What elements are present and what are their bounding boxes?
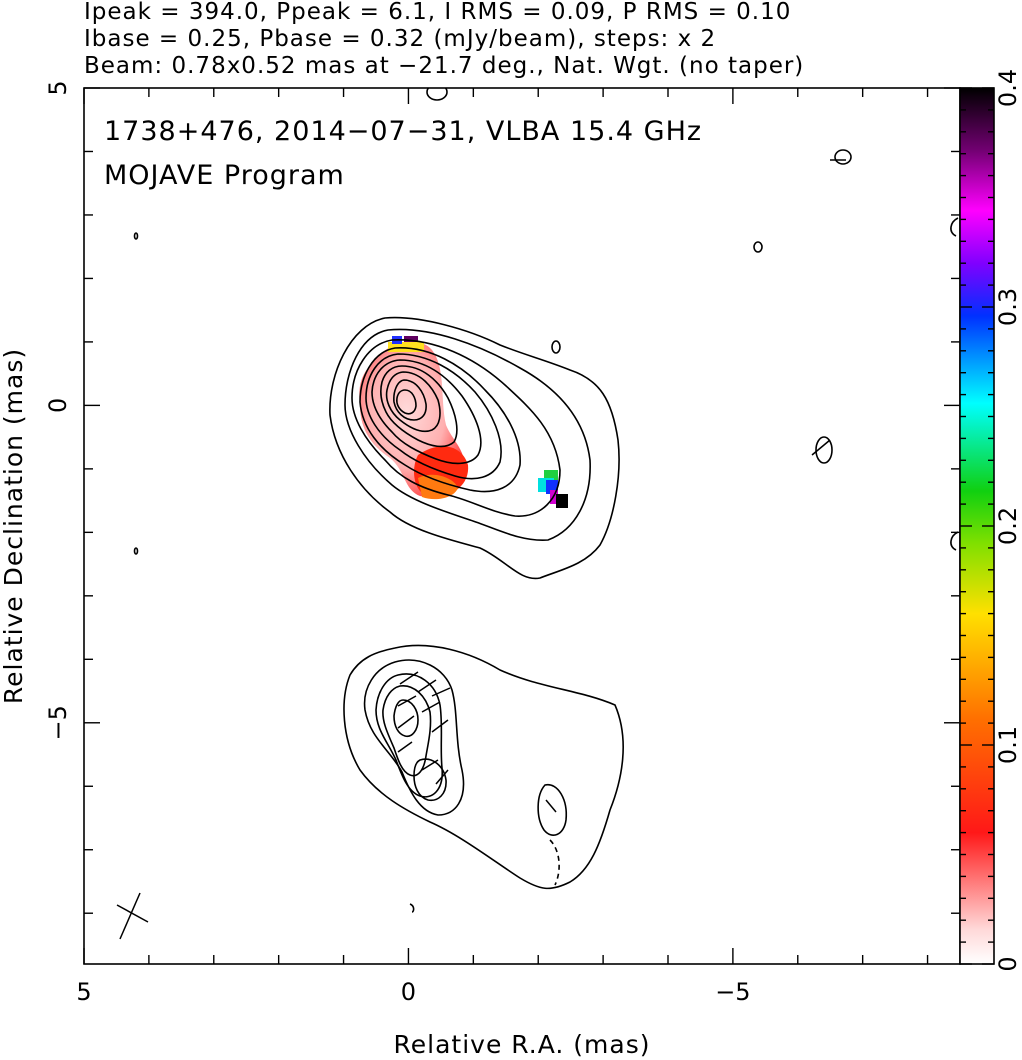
y-axis-tick-labels: 5 0 −5 <box>44 80 72 740</box>
contours-south <box>343 644 624 890</box>
y-tick-label: 0 <box>44 398 72 413</box>
x-axis-ticks <box>83 88 929 964</box>
plot-subtitle: MOJAVE Program <box>104 160 345 191</box>
polarization-vectors <box>397 671 557 813</box>
noise-contours <box>133 88 959 913</box>
header-line-1: Ipeak = 394.0, Ppeak = 6.1, I RMS = 0.09… <box>84 0 792 25</box>
plot-frame <box>83 87 961 965</box>
x-tick-label: 0 <box>401 978 416 1006</box>
image-layer <box>116 88 959 940</box>
x-axis-tick-labels: 5 0 −5 <box>76 978 750 1006</box>
polarization-rim-purple <box>404 336 418 342</box>
knot-black <box>556 494 568 508</box>
y-axis-ticks <box>84 87 960 914</box>
x-tick-label: 5 <box>76 978 91 1006</box>
contours-north <box>329 316 620 580</box>
colorbar-tick-label: 0.2 <box>994 507 1022 545</box>
colorbar-tick-label: 0.3 <box>994 288 1022 326</box>
colorbar-tick-label: 0.1 <box>994 726 1022 764</box>
x-axis-label: Relative R.A. (mas) <box>394 1030 651 1059</box>
colorbar-tick-labels: 0 0.1 0.2 0.3 0.4 <box>994 69 1022 972</box>
x-tick-label: −5 <box>715 978 750 1006</box>
y-tick-label: 5 <box>44 80 72 95</box>
colorbar-tick-label: 0 <box>994 956 1022 971</box>
colorbar-tick-label: 0.4 <box>994 69 1022 107</box>
beam-cross <box>116 892 149 940</box>
header-line-2: Ibase = 0.25, Pbase = 0.32 (mJy/beam), s… <box>84 26 717 52</box>
y-tick-label: −5 <box>44 705 72 740</box>
header-line-3: Beam: 0.78x0.52 mas at −21.7 deg., Nat. … <box>84 53 805 79</box>
polarization-component-edge <box>418 474 458 500</box>
plot-title: 1738+476, 2014−07−31, VLBA 15.4 GHz <box>104 116 702 147</box>
polarization-rim-yellow <box>388 342 424 352</box>
colorbar-ticks <box>960 87 994 965</box>
knot-green <box>544 470 558 480</box>
y-axis-label: Relative Declination (mas) <box>0 348 28 704</box>
